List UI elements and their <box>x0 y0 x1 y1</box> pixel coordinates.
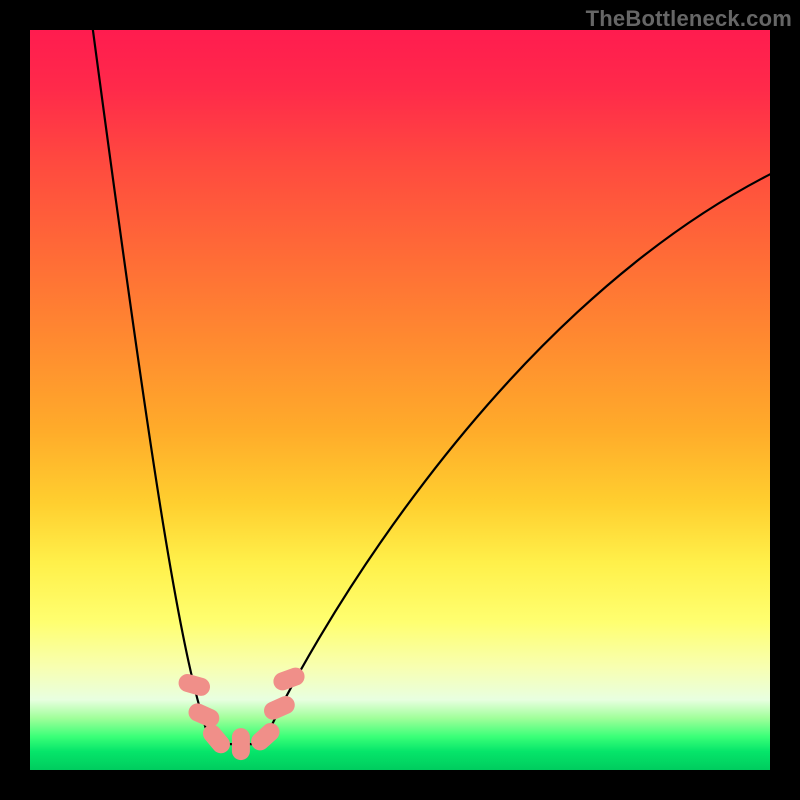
gradient-background <box>30 30 770 770</box>
watermark-text: TheBottleneck.com <box>586 6 792 32</box>
bottleneck-chart-svg <box>0 0 800 800</box>
chart-container: TheBottleneck.com <box>0 0 800 800</box>
curve-marker <box>232 728 250 760</box>
